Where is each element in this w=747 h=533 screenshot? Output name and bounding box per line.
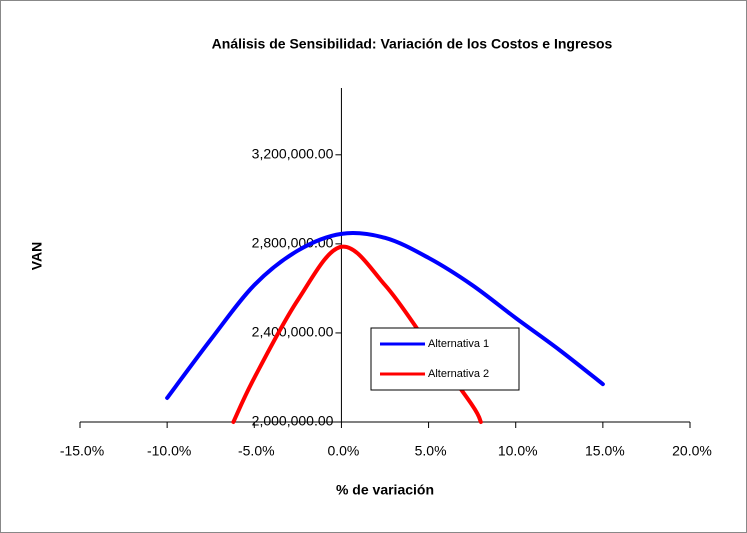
- series-line: [231, 244, 483, 424]
- y-tick-label: 2,800,000.00: [252, 235, 334, 251]
- legend-box: [370, 327, 520, 391]
- series-line: [165, 231, 605, 400]
- x-tick-label: 15.0%: [585, 443, 625, 459]
- legend: Alternativa 1 Alternativa 2: [370, 327, 520, 391]
- legend-label: Alternativa 2: [428, 368, 489, 380]
- x-axis-label: % de variación: [336, 482, 434, 498]
- y-tick-label: 3,200,000.00: [252, 146, 334, 162]
- x-tick-label: 10.0%: [498, 443, 538, 459]
- x-tick-label: -15.0%: [60, 443, 104, 459]
- y-axis-label: VAN: [29, 242, 45, 271]
- x-tick-label: 5.0%: [415, 443, 447, 459]
- y-tick-label: 2,000,000.00: [252, 413, 334, 429]
- x-tick-label: 20.0%: [672, 443, 712, 459]
- x-tick-label: -10.0%: [147, 443, 191, 459]
- x-tick-label: -5.0%: [238, 443, 275, 459]
- x-tick-label: 0.0%: [327, 443, 359, 459]
- legend-label: Alternativa 1: [428, 338, 489, 350]
- y-tick-label: 2,400,000.00: [252, 324, 334, 340]
- chart-title: Análisis de Sensibilidad: Variación de l…: [212, 36, 613, 52]
